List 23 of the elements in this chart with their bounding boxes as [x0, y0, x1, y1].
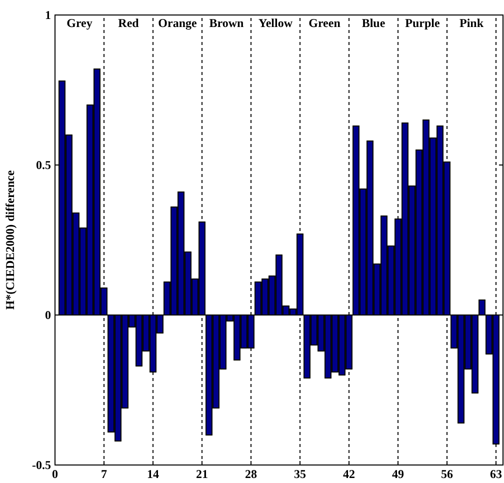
annotation: Purple: [405, 16, 440, 30]
annotation: Red: [118, 16, 140, 30]
annotation: Pink: [459, 16, 484, 30]
y-tick-label: -0.5: [32, 458, 51, 472]
annotation: Orange: [158, 16, 198, 30]
x-tick-label: 28: [245, 467, 257, 481]
y-tick-label: 0: [45, 308, 51, 322]
annotation: Brown: [209, 16, 244, 30]
x-tick-label: 14: [147, 467, 159, 481]
annotation: Yellow: [258, 16, 293, 30]
annotation: Green: [308, 16, 341, 30]
annotation: Grey: [66, 16, 92, 30]
y-axis-title: H*(CIEDE2000) difference: [3, 170, 17, 310]
x-tick-label: 35: [294, 467, 306, 481]
annotation: Blue: [362, 16, 386, 30]
y-tick-label: 0.5: [36, 158, 51, 172]
x-tick-label: 21: [196, 467, 208, 481]
x-tick-label: 7: [101, 467, 107, 481]
x-tick-label: 42: [343, 467, 355, 481]
x-tick-label: 63: [490, 467, 502, 481]
y-tick-label: 1: [45, 8, 51, 22]
x-tick-label: 56: [441, 467, 453, 481]
x-tick-label: 49: [392, 467, 404, 481]
